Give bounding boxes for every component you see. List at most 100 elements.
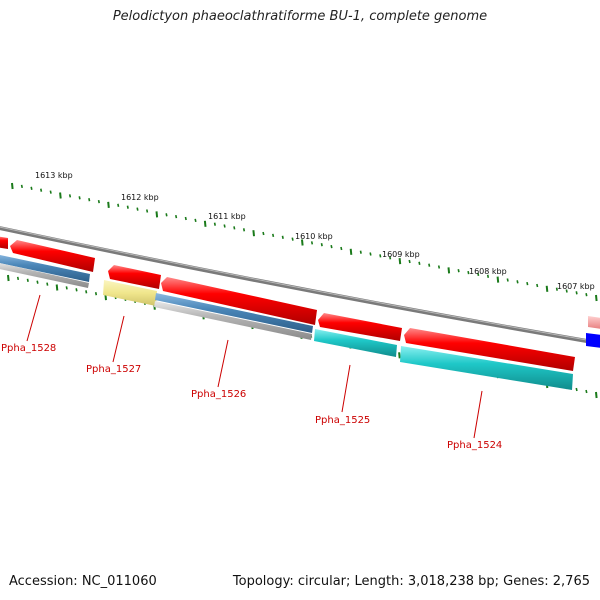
gene-label-ppha-1527[interactable]: Ppha_1527 xyxy=(86,364,141,375)
outer-tick xyxy=(379,254,382,258)
outer-tick xyxy=(11,182,14,190)
category-track xyxy=(0,255,600,390)
outer-tick xyxy=(184,216,187,221)
outer-tick xyxy=(585,293,588,297)
genome-backbone-highlight xyxy=(0,226,600,343)
outer-tick xyxy=(447,267,451,274)
cds-track xyxy=(0,236,600,371)
inner-tick xyxy=(94,292,98,296)
inner-tick xyxy=(595,391,598,399)
leader-line-ppha-1524 xyxy=(473,390,483,439)
genome-summary: Topology: circular; Length: 3,018,238 bp… xyxy=(232,574,590,589)
scale-label-1611: 1611 kbp xyxy=(208,212,246,221)
outer-tick xyxy=(301,239,304,246)
outer-tick xyxy=(516,280,519,284)
outer-tick xyxy=(20,184,23,189)
outer-tick xyxy=(536,283,539,288)
outer-tick xyxy=(233,226,236,230)
inner-tick xyxy=(85,290,88,294)
outer-tick xyxy=(88,198,91,202)
outer-tick xyxy=(496,276,500,283)
outer-tick xyxy=(565,289,568,293)
genome-title: Pelodictyon phaeoclathratiforme BU-1, co… xyxy=(112,9,488,24)
gene-label-ppha-1524[interactable]: Ppha_1524 xyxy=(447,440,502,451)
outer-tick xyxy=(486,274,490,278)
gray-bar-ppha-1526 xyxy=(154,301,312,340)
outer-tick xyxy=(223,224,226,228)
outer-tick xyxy=(59,192,62,199)
outer-tick xyxy=(262,231,265,236)
outer-tick xyxy=(30,186,33,190)
inner-tick xyxy=(46,282,49,286)
inner-tick xyxy=(26,278,29,282)
cds-arrow-right-edge[interactable] xyxy=(588,316,600,329)
outer-tick xyxy=(340,246,343,251)
outer-tick xyxy=(40,188,43,192)
scale-label-1608: 1608 kbp xyxy=(469,267,507,276)
leader-line-ppha-1526 xyxy=(217,339,229,388)
outer-tick xyxy=(291,237,294,241)
cds-arrow-ppha-1524[interactable] xyxy=(404,328,575,371)
outer-tick xyxy=(213,222,216,226)
cds-arrow-ppha-1526[interactable] xyxy=(161,277,317,325)
gene-labels: Ppha_1528 Ppha_1527 Ppha_1526 Ppha_1525 … xyxy=(1,343,502,451)
gene-leader-lines xyxy=(26,294,483,439)
outer-tick xyxy=(252,230,255,237)
scale-label-1612: 1612 kbp xyxy=(121,193,159,202)
outer-tick xyxy=(117,203,120,207)
inner-tick xyxy=(16,276,20,281)
outer-tick xyxy=(320,243,323,247)
category-bar-ppha-1527 xyxy=(103,280,157,306)
gene-label-ppha-1525[interactable]: Ppha_1525 xyxy=(315,415,370,426)
gene-label-ppha-1526[interactable]: Ppha_1526 xyxy=(191,389,246,400)
outer-tick-row xyxy=(11,182,598,302)
outer-tick xyxy=(281,235,284,239)
outer-tick xyxy=(97,199,100,204)
leader-line-ppha-1528 xyxy=(26,294,41,342)
outer-tick xyxy=(389,256,392,260)
outer-tick xyxy=(418,261,421,265)
scale-label-1610: 1610 kbp xyxy=(295,232,333,241)
genome-backbone xyxy=(0,226,600,346)
outer-tick xyxy=(155,211,159,218)
inner-tick xyxy=(7,274,10,282)
cds-arrow-left-edge[interactable] xyxy=(0,236,8,249)
inner-tick xyxy=(398,352,401,359)
inner-tick xyxy=(585,389,588,394)
outer-tick xyxy=(506,278,509,282)
outer-tick xyxy=(78,196,81,200)
outer-tick xyxy=(107,201,110,208)
outer-tick xyxy=(595,294,598,302)
scale-labels: 1613 kbp 1612 kbp 1611 kbp 1610 kbp 1609… xyxy=(35,171,595,291)
gray-track xyxy=(0,263,312,340)
outer-tick xyxy=(175,214,178,219)
inner-tick xyxy=(55,284,59,291)
outer-tick xyxy=(398,258,402,265)
outer-tick xyxy=(555,287,558,291)
leader-line-ppha-1527 xyxy=(112,315,125,363)
inner-tick xyxy=(36,280,39,284)
outer-tick xyxy=(126,205,129,209)
scale-label-1609: 1609 kbp xyxy=(382,250,420,259)
accession-label: Accession: NC_011060 xyxy=(9,574,157,589)
outer-tick xyxy=(349,248,353,255)
outer-tick xyxy=(457,269,460,273)
cds-arrow-ppha-1527[interactable] xyxy=(108,265,161,289)
outer-tick xyxy=(467,270,470,275)
scale-label-1607: 1607 kbp xyxy=(557,282,595,291)
outer-tick xyxy=(330,244,333,249)
outer-tick xyxy=(68,194,72,198)
cds-arrow-ppha-1525[interactable] xyxy=(318,313,402,341)
category-bar-right-edge xyxy=(586,333,600,348)
outer-tick xyxy=(545,285,549,292)
outer-tick xyxy=(242,228,246,232)
outer-tick xyxy=(408,259,411,264)
outer-tick xyxy=(359,250,362,254)
outer-tick xyxy=(526,281,529,286)
outer-tick xyxy=(194,218,197,223)
scale-label-1613: 1613 kbp xyxy=(35,171,73,180)
category-bar-ppha-1524 xyxy=(400,346,573,390)
cds-arrow-ppha-1528[interactable] xyxy=(10,240,95,272)
gene-label-ppha-1528[interactable]: Ppha_1528 xyxy=(1,343,56,354)
